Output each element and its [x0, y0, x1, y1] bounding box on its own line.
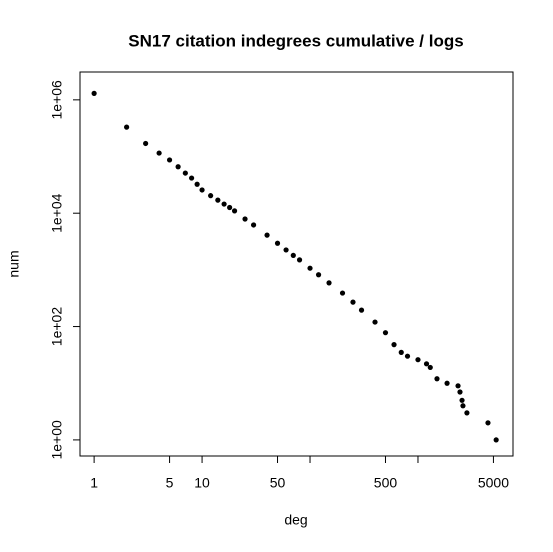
point	[382, 330, 389, 336]
point	[274, 240, 281, 246]
point	[459, 397, 465, 403]
point	[231, 208, 238, 214]
point	[398, 349, 404, 355]
x-axis-label: deg	[284, 512, 307, 528]
point	[455, 383, 461, 389]
point	[464, 410, 470, 416]
point	[290, 252, 296, 259]
point	[326, 280, 332, 286]
point	[242, 216, 248, 222]
point	[391, 342, 397, 348]
point	[194, 181, 200, 187]
y-tick-label: 1e+00	[49, 420, 65, 460]
point	[189, 175, 195, 181]
point	[315, 272, 322, 278]
point	[227, 204, 233, 211]
y-tick-label: 1e+04	[49, 193, 65, 233]
x-tick-label: 500	[374, 475, 398, 491]
point	[358, 307, 365, 313]
point	[91, 90, 97, 96]
point	[215, 197, 221, 203]
point	[143, 140, 149, 147]
point	[156, 150, 162, 156]
point	[493, 437, 499, 443]
point	[427, 364, 433, 371]
point	[166, 157, 173, 163]
y-tick-label: 1e+02	[49, 307, 65, 347]
point	[296, 257, 303, 263]
point	[124, 124, 130, 130]
x-tick-label: 5	[166, 475, 174, 491]
point	[485, 420, 491, 426]
point	[350, 299, 356, 305]
point	[444, 380, 450, 386]
y-axis-label: num	[6, 250, 22, 277]
point	[423, 361, 430, 367]
point	[460, 403, 466, 409]
point	[415, 357, 421, 363]
point	[250, 222, 257, 228]
point	[264, 232, 270, 238]
point	[199, 187, 205, 193]
point	[339, 290, 346, 296]
point	[457, 389, 463, 395]
point	[182, 170, 188, 176]
x-tick-label: 5000	[478, 475, 509, 491]
point	[434, 376, 440, 382]
point	[404, 353, 411, 359]
chart-title: SN17 citation indegrees cumulative / log…	[128, 31, 463, 50]
point	[283, 247, 289, 253]
plot-frame	[79, 71, 514, 457]
x-tick-label: 1	[90, 475, 98, 491]
y-tick-label: 1e+06	[49, 80, 65, 120]
point	[175, 164, 181, 170]
point	[372, 319, 378, 325]
point	[307, 265, 313, 271]
point	[221, 201, 227, 207]
x-tick-label: 10	[194, 475, 210, 491]
x-tick-label: 50	[270, 475, 286, 491]
point	[208, 193, 214, 199]
